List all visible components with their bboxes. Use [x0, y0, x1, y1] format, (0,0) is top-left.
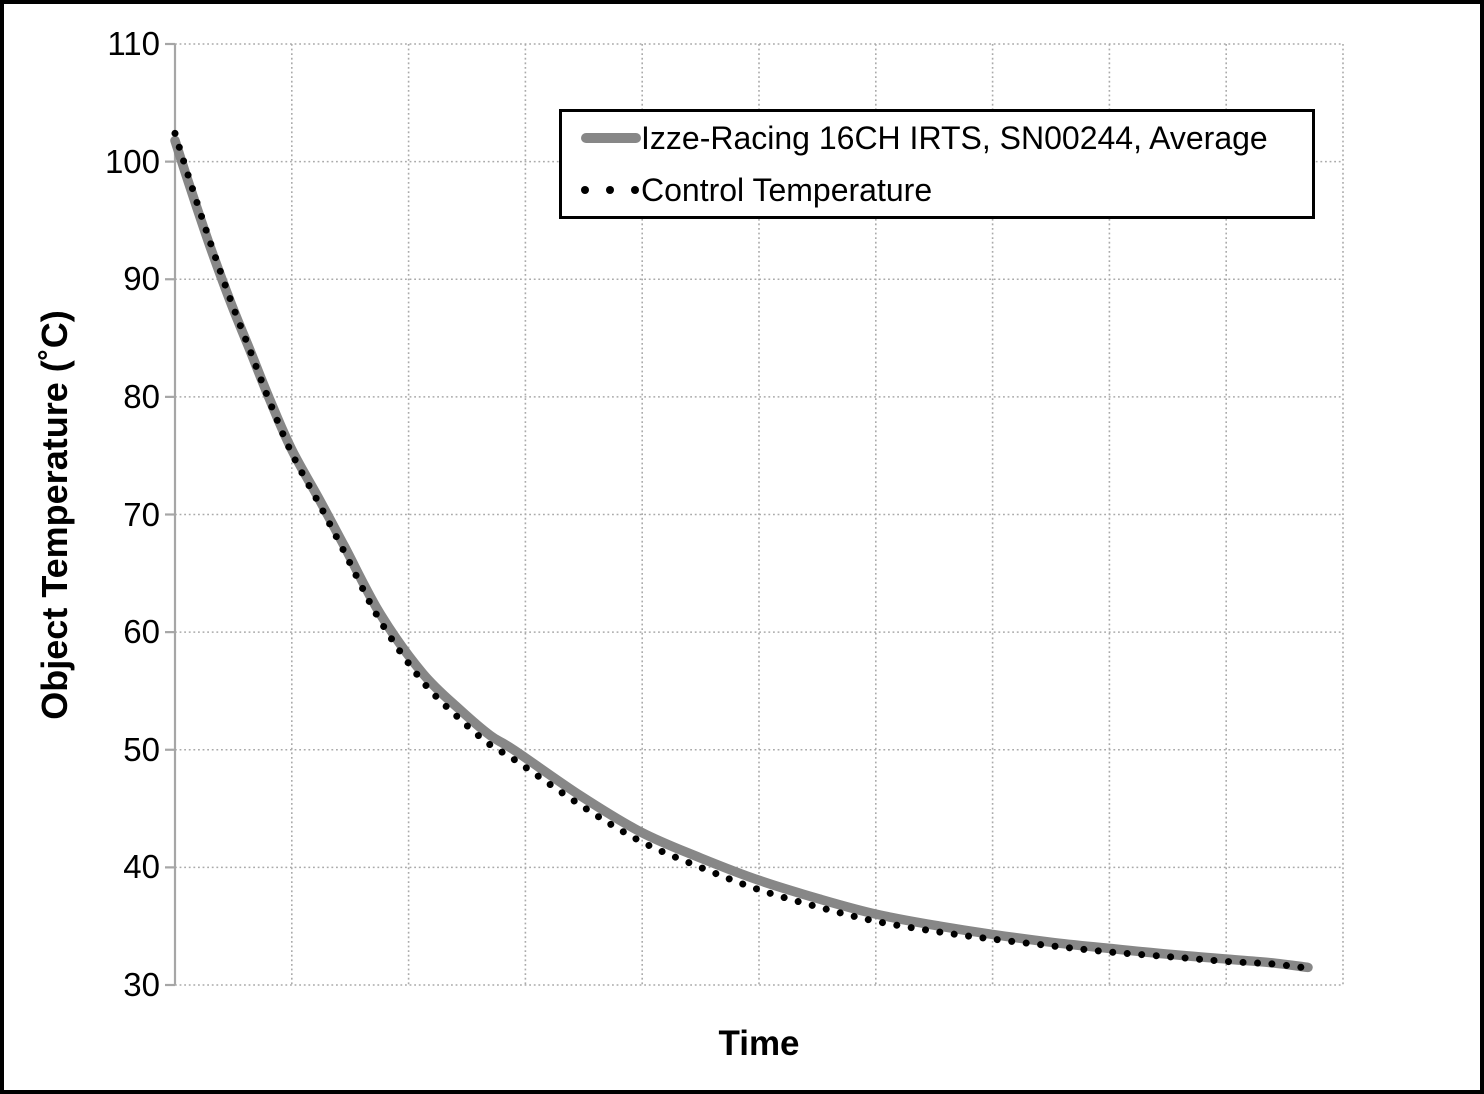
legend-item-control: Control Temperature	[562, 164, 1312, 216]
y-tick-label: 90	[123, 260, 160, 298]
y-tick-label: 50	[123, 730, 160, 768]
y-tick-label: 40	[123, 848, 160, 886]
legend-label-average: Izze-Racing 16CH IRTS, SN00244, Average	[641, 119, 1268, 156]
y-tick-label: 110	[107, 25, 160, 62]
series-control-dots	[171, 129, 1306, 971]
y-tick-label: 60	[123, 613, 160, 651]
x-axis-title: Time	[718, 1024, 800, 1063]
y-tick-label: 80	[123, 377, 160, 415]
legend-item-average: Izze-Racing 16CH IRTS, SN00244, Average	[562, 112, 1312, 164]
series-average-line	[170, 135, 1313, 973]
y-tick-label: 70	[123, 495, 160, 533]
y-tick-label: 100	[104, 142, 160, 180]
gray-line-swatch-icon	[581, 133, 641, 143]
dotted-line-swatch-icon	[581, 186, 639, 194]
legend: Izze-Racing 16CH IRTS, SN00244, Average …	[559, 109, 1315, 219]
legend-label-control: Control Temperature	[641, 171, 933, 208]
y-tick-label: 30	[123, 966, 160, 1003]
